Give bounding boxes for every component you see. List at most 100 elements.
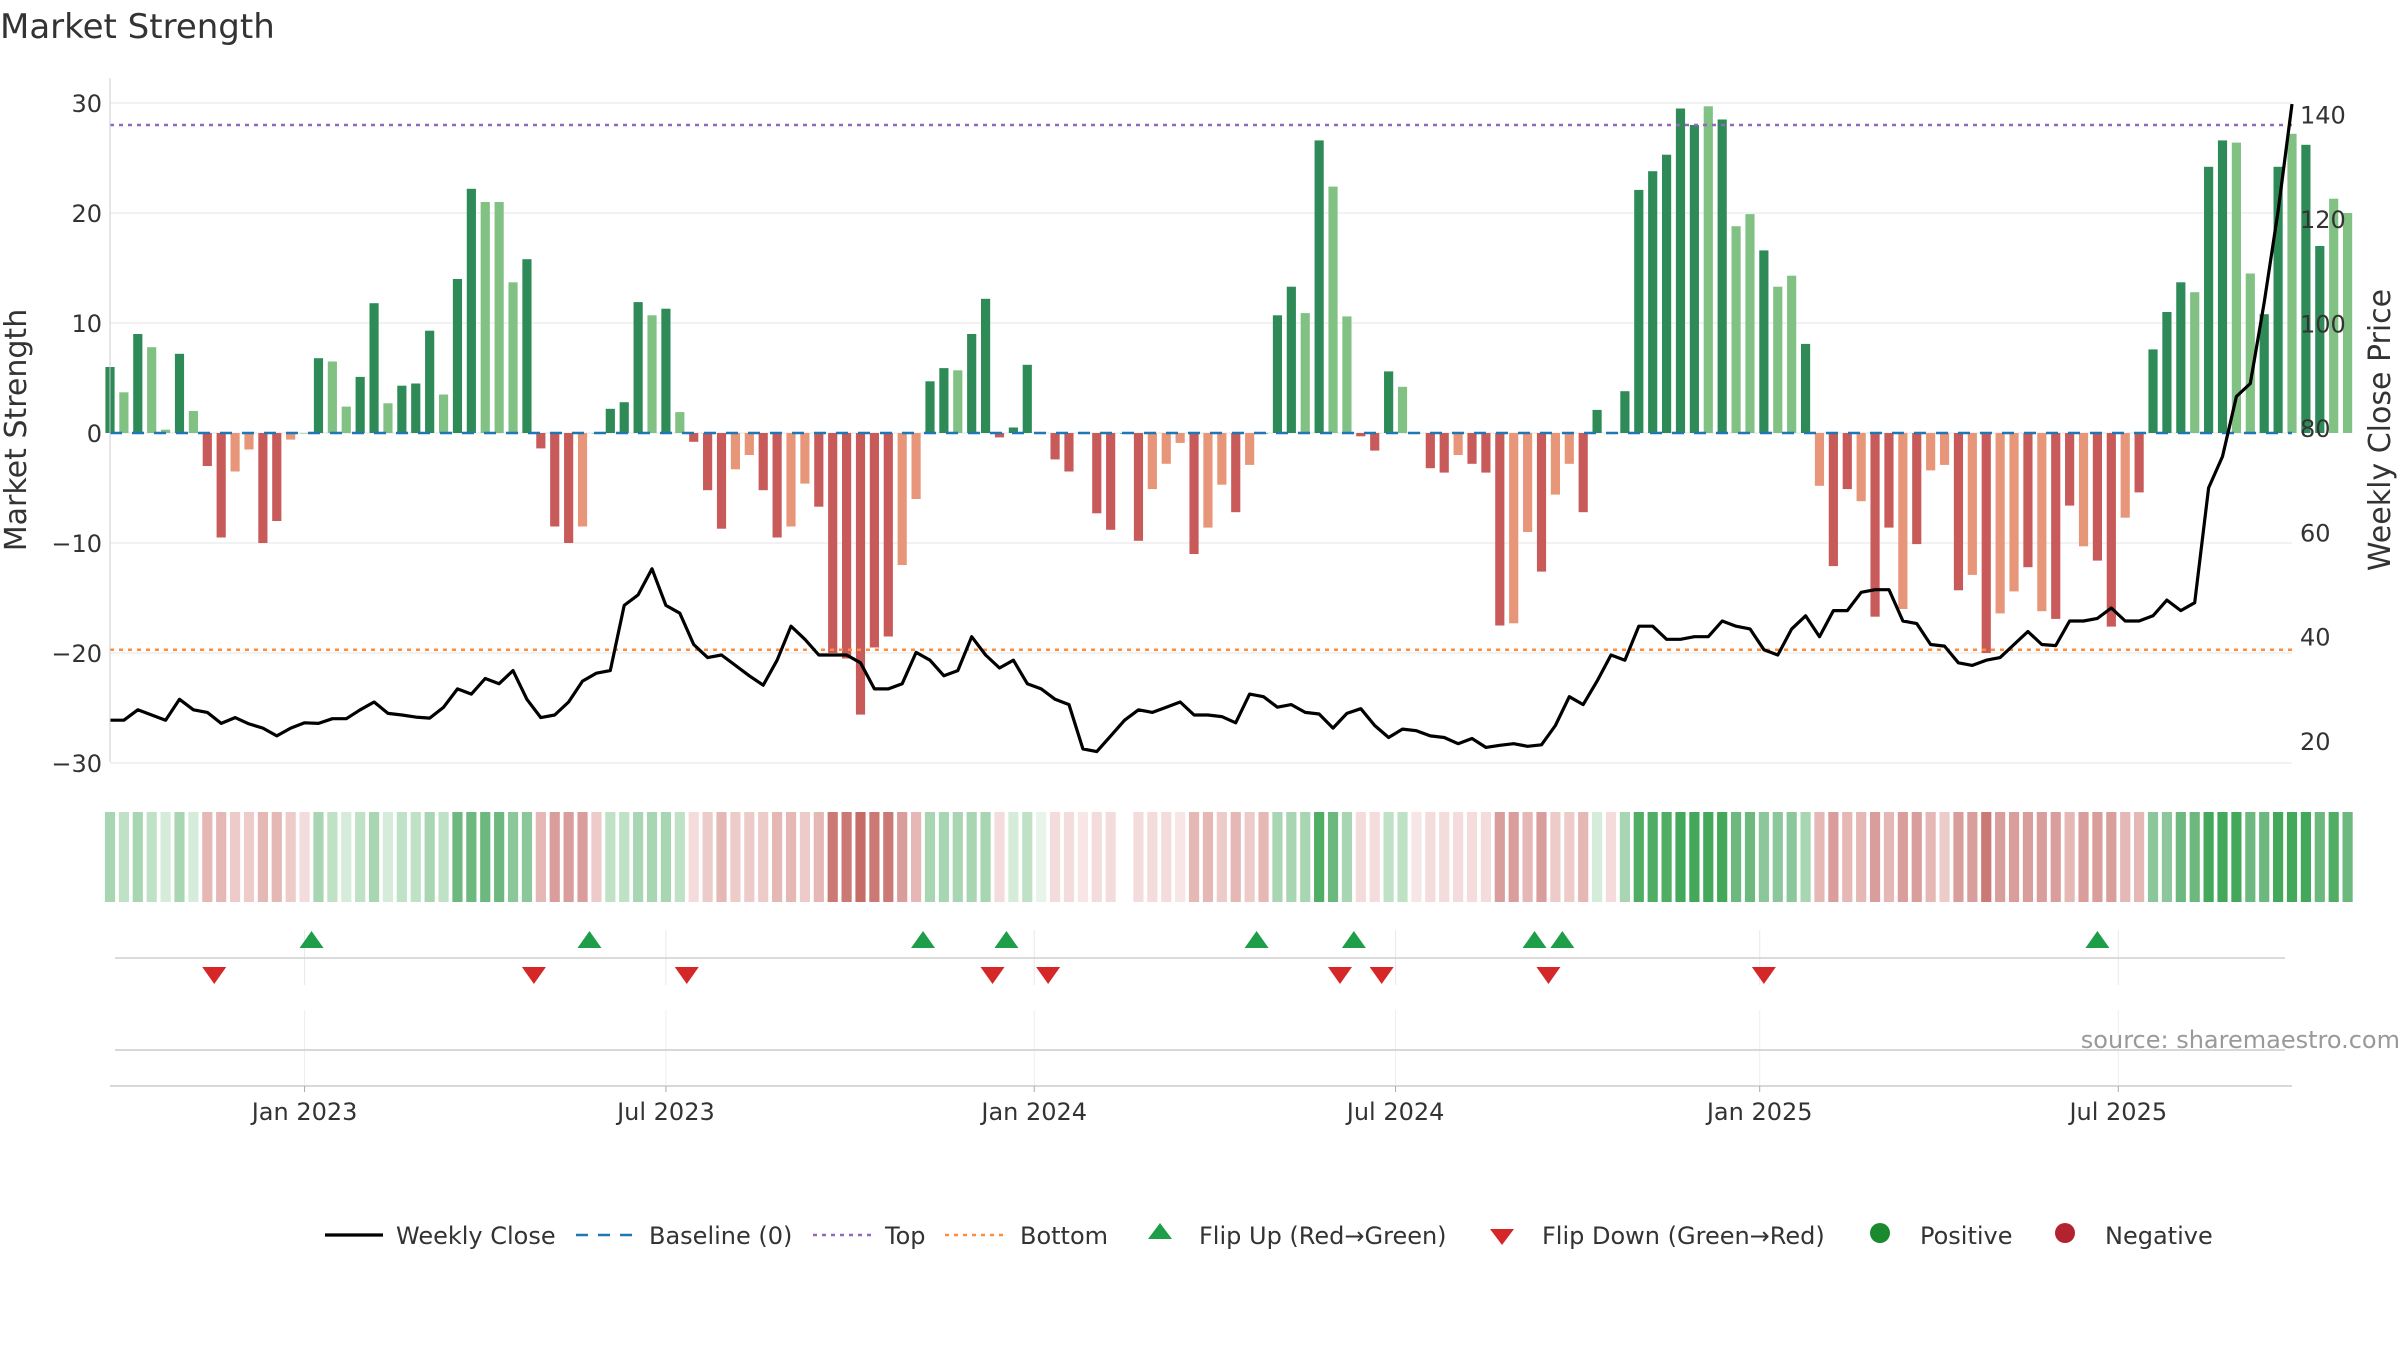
strength-bar: [174, 353, 185, 433]
state-cell: [1647, 812, 1658, 902]
strength-bar: [369, 303, 379, 433]
x-tick-label: Jan 2023: [250, 1098, 358, 1126]
source-credit: source: sharemaestro.com: [2081, 1026, 2400, 1054]
state-cell: [2078, 812, 2089, 902]
x-tick-label: Jan 2024: [979, 1098, 1087, 1126]
state-cell: [1869, 812, 1881, 902]
state-cell: [1758, 812, 1769, 902]
legend-label: Top: [884, 1222, 926, 1250]
state-cell: [313, 812, 324, 902]
state-cell: [1147, 812, 1158, 902]
state-cell: [1619, 812, 1630, 902]
strength-bar: [383, 403, 393, 433]
legend-label: Weekly Close: [396, 1222, 556, 1250]
state-cell: [549, 812, 560, 902]
strength-bar: [1773, 286, 1783, 433]
x-tick-label: Jul 2023: [615, 1098, 715, 1126]
legend-item-baseline: Baseline (0): [576, 1222, 792, 1250]
strength-bar: [2051, 433, 2061, 619]
state-cell: [1814, 812, 1825, 902]
state-cell: [1063, 812, 1075, 902]
flip-down-marker: [1036, 967, 1061, 984]
strength-bar: [855, 433, 866, 715]
state-cell: [688, 812, 699, 902]
state-cell: [605, 812, 616, 902]
y2-tick-label: 80: [2300, 415, 2331, 443]
strength-bar: [633, 302, 643, 433]
grid-lines: [110, 102, 2292, 1086]
strength-bar: [605, 408, 615, 433]
state-cell: [1022, 812, 1033, 902]
strength-bar: [494, 202, 504, 433]
strength-bar: [1147, 433, 1157, 490]
strength-bar: [355, 376, 365, 433]
state-cell: [799, 812, 810, 902]
y-tick-label: 30: [71, 90, 102, 118]
strength-bar: [2287, 133, 2297, 434]
strength-bar: [1578, 433, 1588, 513]
strength-bar: [703, 433, 713, 491]
strength-bar: [1842, 433, 1852, 490]
strength-bar: [1328, 186, 1338, 433]
strength-bar: [758, 433, 768, 491]
strength-bar: [786, 433, 796, 527]
legend-swatch: [1148, 1223, 1172, 1239]
state-cell: [2189, 812, 2200, 902]
strength-bar: [911, 433, 921, 499]
strength-bar: [1092, 433, 1102, 514]
state-cell: [869, 812, 880, 902]
state-cell: [118, 812, 129, 902]
y2-tick-label: 140: [2300, 102, 2346, 130]
state-cell: [327, 812, 338, 902]
state-cell: [2092, 812, 2103, 902]
strength-bar: [1689, 125, 1699, 433]
state-cell: [535, 812, 546, 902]
state-cell: [980, 812, 991, 902]
chart-title: Market Strength: [0, 7, 275, 47]
state-cell: [1564, 812, 1575, 902]
strength-bar: [994, 433, 1005, 438]
strength-bar: [1717, 119, 1727, 433]
x-axis: Jan 2023 Jul 2023 Jan 2024 Jul 2024 Jan 2025…: [110, 1049, 2292, 1126]
y-tick-label: 0: [87, 420, 102, 448]
state-cell: [674, 812, 685, 902]
strength-bar: [1592, 409, 1602, 433]
strength-bar: [1800, 343, 1811, 433]
state-cell: [744, 812, 755, 902]
strength-bar: [1022, 364, 1032, 433]
strength-bar: [313, 358, 324, 433]
state-cell: [299, 812, 310, 902]
strength-bar: [411, 383, 421, 433]
state-cell: [1411, 812, 1422, 902]
state-cell: [1786, 812, 1797, 902]
state-cell: [1689, 812, 1700, 902]
state-cell: [1341, 812, 1353, 902]
state-cell: [1175, 812, 1186, 902]
strength-bar: [1745, 214, 1755, 433]
strength-bar: [1926, 433, 1936, 471]
strength-bar: [2343, 213, 2353, 433]
state-cell: [2050, 812, 2061, 902]
state-cell: [1508, 812, 1519, 902]
strength-bar: [1064, 433, 1074, 472]
strength-bar: [675, 412, 685, 433]
flip-up-marker: [911, 931, 936, 948]
state-cell: [841, 812, 852, 902]
state-cell: [1161, 812, 1172, 902]
state-cell: [1550, 812, 1561, 902]
state-cell: [1883, 812, 1895, 902]
legend-label: Flip Up (Red→Green): [1199, 1222, 1447, 1250]
strength-bar: [1050, 433, 1060, 460]
strength-bar: [466, 188, 476, 433]
strength-bar: [161, 429, 171, 433]
strength-bar: [1314, 140, 1324, 433]
legend-item-bottom: Bottom: [945, 1222, 1108, 1250]
state-cell: [174, 812, 185, 902]
state-cell: [2203, 812, 2214, 902]
state-cell: [1036, 812, 1047, 902]
state-cell: [2286, 812, 2298, 902]
strength-bar: [730, 433, 741, 470]
state-cell: [424, 812, 435, 902]
strength-bar: [397, 385, 407, 433]
strength-bar: [967, 334, 977, 433]
